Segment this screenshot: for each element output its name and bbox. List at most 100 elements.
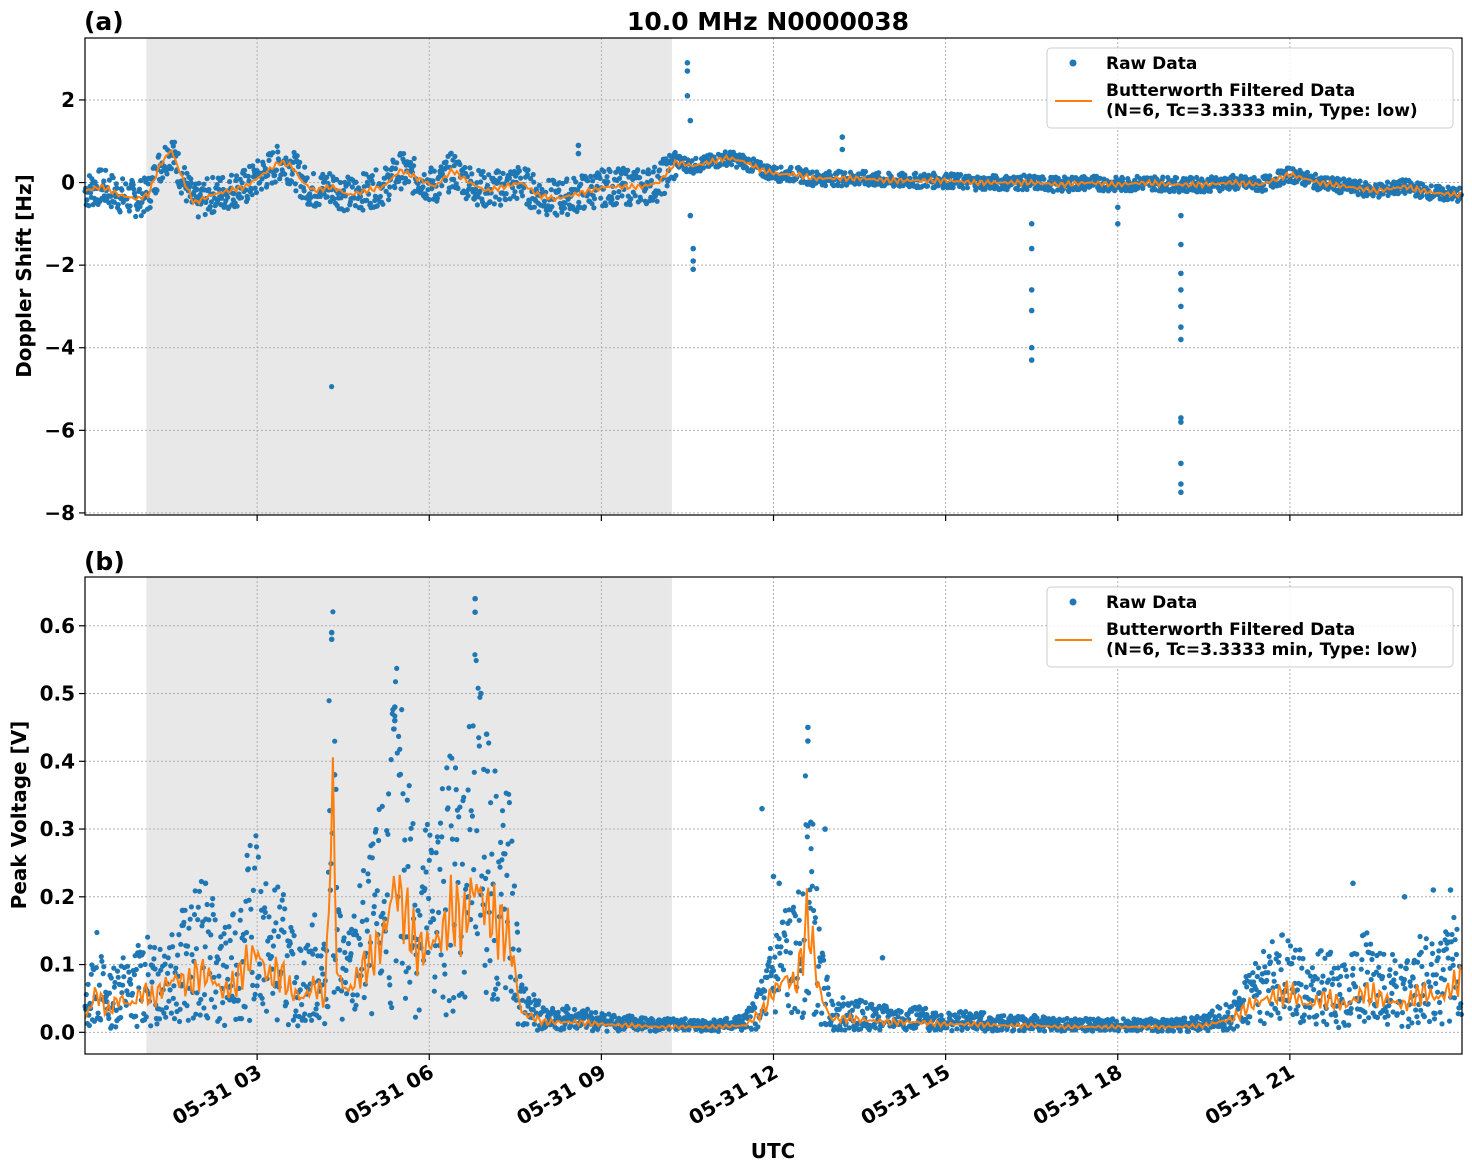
raw-point <box>812 915 819 921</box>
raw-point <box>1341 962 1347 968</box>
raw-point <box>451 995 457 1001</box>
raw-point <box>441 962 447 968</box>
raw-point <box>549 204 555 210</box>
raw-point <box>198 878 204 885</box>
raw-point <box>443 159 449 165</box>
raw-point <box>1289 961 1295 967</box>
raw-point <box>1113 1018 1120 1024</box>
raw-point <box>672 149 678 156</box>
raw-point <box>374 888 380 894</box>
raw-point <box>197 1012 203 1018</box>
raw-point <box>469 171 475 177</box>
raw-point <box>225 976 231 982</box>
raw-point <box>171 1016 178 1022</box>
raw-point <box>247 842 253 849</box>
raw-point <box>415 908 421 914</box>
raw-point <box>434 195 440 201</box>
raw-point <box>344 991 350 997</box>
raw-point <box>151 956 157 962</box>
raw-point <box>89 962 95 968</box>
raw-point <box>208 199 214 205</box>
raw-point <box>787 950 794 956</box>
raw-point <box>376 181 382 187</box>
raw-point <box>476 743 482 749</box>
raw-point <box>250 982 256 989</box>
raw-point <box>524 172 531 178</box>
raw-point <box>370 180 376 186</box>
raw-point <box>510 946 516 952</box>
raw-point <box>588 173 594 179</box>
raw-point <box>314 1001 320 1007</box>
raw-point <box>1276 952 1282 959</box>
raw-point <box>1358 966 1364 972</box>
raw-point <box>85 981 91 988</box>
raw-point <box>613 200 620 207</box>
raw-outlier-point <box>808 819 814 826</box>
raw-point <box>534 1027 541 1033</box>
raw-point <box>842 170 848 176</box>
raw-point <box>168 1010 174 1016</box>
panel-a-ylabel: Doppler Shift [Hz] <box>12 174 36 378</box>
raw-point <box>1262 187 1269 193</box>
raw-point <box>1428 984 1434 990</box>
raw-point <box>500 170 506 176</box>
raw-point <box>1297 947 1303 953</box>
raw-point <box>237 917 243 923</box>
y-tick-label: 0.3 <box>40 817 75 841</box>
raw-point <box>1439 1021 1445 1027</box>
raw-point <box>369 1011 375 1017</box>
raw-point <box>234 203 240 209</box>
raw-outlier-point <box>1401 894 1408 900</box>
raw-point <box>423 869 429 875</box>
raw-point <box>793 940 799 946</box>
raw-point <box>297 987 303 993</box>
raw-point <box>489 851 495 857</box>
raw-point <box>195 214 201 220</box>
raw-point <box>181 165 188 171</box>
raw-point <box>647 1028 653 1034</box>
raw-point <box>165 970 171 976</box>
raw-point <box>398 186 404 192</box>
raw-point <box>148 1023 154 1029</box>
raw-point <box>1348 1006 1354 1012</box>
raw-point <box>206 917 212 923</box>
raw-outlier-point <box>478 690 484 697</box>
raw-point <box>1346 987 1352 993</box>
raw-point <box>186 925 192 931</box>
raw-point <box>1353 984 1359 990</box>
raw-point <box>352 928 358 934</box>
raw-point <box>151 944 158 951</box>
raw-point <box>235 997 241 1003</box>
raw-point <box>113 1024 119 1030</box>
raw-point <box>227 179 233 185</box>
raw-point <box>654 198 660 204</box>
raw-point <box>778 944 784 950</box>
raw-point <box>1285 938 1291 944</box>
raw-outlier-point <box>1178 481 1184 487</box>
raw-point <box>752 1005 758 1011</box>
x-tick-label: 05-31 15 <box>857 1060 955 1130</box>
legend-raw-label: Raw Data <box>1106 593 1197 613</box>
raw-point <box>877 1027 883 1033</box>
raw-point <box>98 1017 104 1023</box>
raw-point <box>1443 946 1449 952</box>
raw-point <box>508 974 514 980</box>
raw-point <box>446 785 452 791</box>
raw-point <box>1301 1012 1307 1018</box>
raw-point <box>474 931 480 937</box>
raw-point <box>222 1022 228 1028</box>
raw-point <box>293 188 299 194</box>
raw-point <box>264 181 270 188</box>
raw-point <box>201 992 208 998</box>
raw-point <box>275 149 281 155</box>
raw-point <box>301 188 307 194</box>
raw-point <box>531 992 537 998</box>
raw-point <box>486 172 492 178</box>
raw-point <box>411 163 417 169</box>
raw-point <box>312 946 318 952</box>
raw-point <box>509 890 516 896</box>
raw-point <box>133 966 139 973</box>
raw-point <box>805 823 811 829</box>
raw-point <box>111 965 117 971</box>
y-tick-label: 2 <box>61 88 75 112</box>
